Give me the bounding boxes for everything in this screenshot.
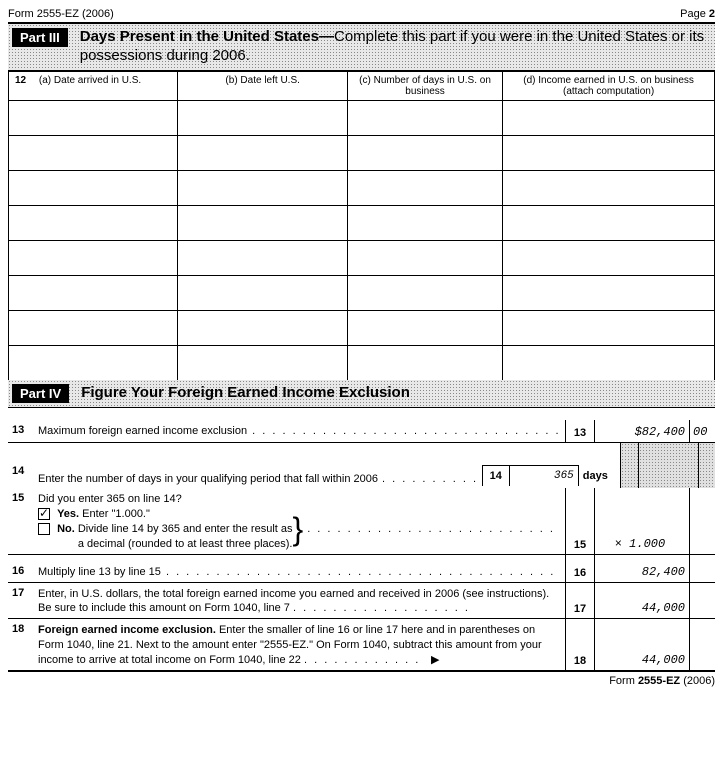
line-14-inline-box: 14 — [482, 465, 510, 487]
line-14: 14 Enter the number of days in your qual… — [8, 443, 715, 489]
table-cell[interactable] — [178, 205, 347, 240]
line-13-cents: 00 — [690, 420, 715, 442]
table-cell[interactable] — [503, 275, 715, 310]
line-14-value: 365 — [510, 465, 579, 487]
col-d-header: (d) Income earned in U.S. on business (a… — [503, 71, 715, 100]
table-row — [9, 170, 715, 205]
line-16-cents — [690, 555, 715, 582]
table-row — [9, 135, 715, 170]
table-cell[interactable] — [347, 170, 502, 205]
table-cell[interactable] — [9, 135, 178, 170]
table-cell[interactable] — [178, 135, 347, 170]
table-row — [9, 240, 715, 275]
line-16-box: 16 — [565, 555, 595, 582]
table-cell[interactable] — [503, 310, 715, 345]
table-cell[interactable] — [347, 310, 502, 345]
table-cell[interactable] — [178, 345, 347, 380]
table-cell[interactable] — [178, 275, 347, 310]
line-13-amount: $82,400 — [595, 420, 690, 442]
line-13-box: 13 — [565, 420, 595, 442]
table-cell[interactable] — [347, 100, 502, 135]
table-cell[interactable] — [503, 100, 715, 135]
line-15-no-checkbox[interactable] — [38, 523, 50, 535]
table-cell[interactable] — [9, 310, 178, 345]
line-15: 15 Did you enter 365 on line 14? Yes. En… — [8, 488, 715, 554]
table-cell[interactable] — [503, 345, 715, 380]
line-14-shaded2 — [639, 443, 699, 489]
line-16-text: Multiply line 13 by line 15 — [34, 555, 565, 582]
line-18-cents — [690, 619, 715, 670]
table-cell[interactable] — [9, 345, 178, 380]
line-17-amount: 44,000 — [595, 583, 690, 619]
line-17-box: 17 — [565, 583, 595, 619]
line-15-text: Did you enter 365 on line 14? Yes. Enter… — [34, 488, 565, 553]
part3-band: Part III Days Present in the United Stat… — [8, 24, 715, 71]
table-cell[interactable] — [347, 205, 502, 240]
part4-label: Part IV — [12, 384, 69, 403]
line-18-amount: 44,000 — [595, 619, 690, 670]
table-cell[interactable] — [178, 170, 347, 205]
line-14-shaded3 — [699, 443, 715, 489]
brace-icon: } — [293, 521, 304, 537]
table-cell[interactable] — [503, 170, 715, 205]
table-cell[interactable] — [178, 100, 347, 135]
table-row — [9, 100, 715, 135]
table-row — [9, 205, 715, 240]
line-14-text: Enter the number of days in your qualify… — [34, 443, 620, 489]
table-row — [9, 345, 715, 380]
line-15-box: 15 — [565, 488, 595, 553]
col-b-header: (b) Date left U.S. — [178, 71, 347, 100]
col-c-header: (c) Number of days in U.S. on business — [347, 71, 502, 100]
line-16-amount: 82,400 — [595, 555, 690, 582]
line-18-box: 18 — [565, 619, 595, 670]
line-16: 16 Multiply line 13 by line 15 16 82,400 — [8, 555, 715, 583]
line-17-cents — [690, 583, 715, 619]
part4-title: Figure Your Foreign Earned Income Exclus… — [81, 384, 410, 403]
col-a-header: 12 (a) Date arrived in U.S. — [9, 71, 178, 100]
table-cell[interactable] — [347, 275, 502, 310]
line-14-shaded1 — [620, 443, 639, 489]
page-footer: Form 2555-EZ (2006) — [8, 672, 715, 687]
part4-band: Part IV Figure Your Foreign Earned Incom… — [8, 380, 715, 408]
table-cell[interactable] — [9, 170, 178, 205]
table-cell[interactable] — [347, 135, 502, 170]
table-row — [9, 310, 715, 345]
line-17-text: Enter, in U.S. dollars, the total foreig… — [34, 583, 565, 619]
page-number: Page 2 — [680, 8, 715, 20]
line-17: 17 Enter, in U.S. dollars, the total for… — [8, 583, 715, 620]
table-cell[interactable] — [9, 100, 178, 135]
table-cell[interactable] — [347, 345, 502, 380]
line-13: 13 Maximum foreign earned income exclusi… — [8, 420, 715, 443]
table-cell[interactable] — [9, 275, 178, 310]
table-cell[interactable] — [9, 240, 178, 275]
line-18: 18 Foreign earned income exclusion. Ente… — [8, 619, 715, 672]
form-id: Form 2555-EZ (2006) — [8, 8, 114, 20]
table-row — [9, 275, 715, 310]
line-18-text: Foreign earned income exclusion. Enter t… — [34, 619, 565, 670]
line-15-yes-checkbox[interactable] — [38, 508, 50, 520]
line-13-text: Maximum foreign earned income exclusion — [34, 420, 565, 441]
table-cell[interactable] — [9, 205, 178, 240]
table-cell[interactable] — [347, 240, 502, 275]
table-cell[interactable] — [178, 240, 347, 275]
arrow-icon: ▶ — [431, 654, 439, 666]
table-cell[interactable] — [178, 310, 347, 345]
table-cell[interactable] — [503, 240, 715, 275]
part3-title: Days Present in the United States—Comple… — [80, 28, 711, 66]
table-cell[interactable] — [503, 205, 715, 240]
line-15-cents — [690, 488, 715, 553]
table-cell[interactable] — [503, 135, 715, 170]
part3-label: Part III — [12, 28, 68, 47]
part3-table: 12 (a) Date arrived in U.S. (b) Date lef… — [8, 71, 715, 381]
page-header: Form 2555-EZ (2006) Page 2 — [8, 8, 715, 24]
line-15-amount: × 1.000 — [595, 488, 690, 553]
